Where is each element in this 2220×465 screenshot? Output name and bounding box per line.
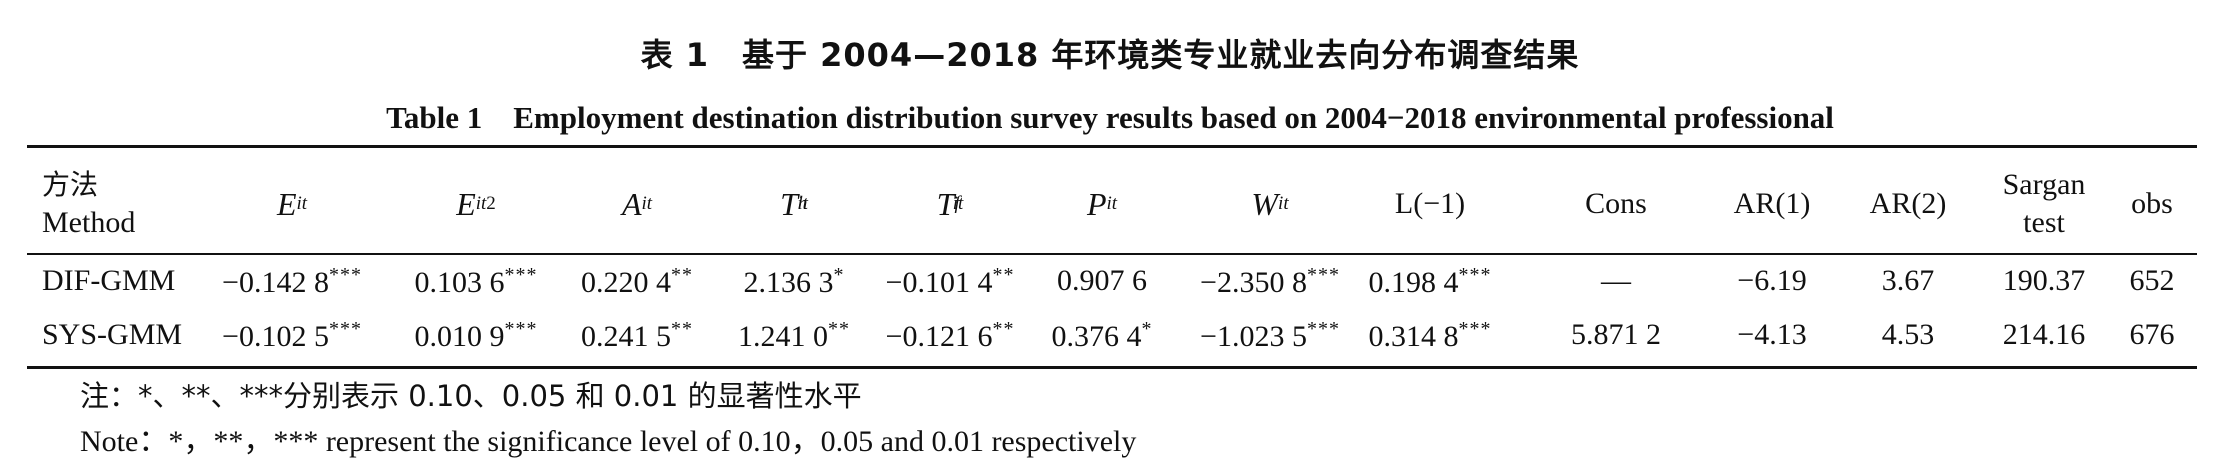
table-cell: −0.121 6** [885,318,1015,353]
table-cell: 0.314 8*** [1368,318,1492,353]
table-cell: −0.142 8*** [222,264,362,299]
table-cell: 652 [2129,264,2175,297]
header-method: 方法 Method [42,166,135,242]
table-cell: −6.19 [1737,264,1807,297]
table-cell: 676 [2129,318,2175,351]
significance-stars: *** [1458,318,1492,340]
significance-stars: *** [1306,264,1340,286]
table-cell: 0.010 9*** [414,318,538,353]
table-note-cn: 注：*、**、***分别表示 0.10、0.05 和 0.01 的显著性水平 [80,379,862,413]
header-col-ar1: AR(1) [1733,187,1811,220]
header-method-cn: 方法 [42,168,99,201]
header-col-lag: L(−1) [1394,187,1466,220]
significance-stars: ** [671,318,693,340]
significance-stars: *** [1306,318,1340,340]
header-rule [27,253,2197,255]
significance-stars: ** [671,264,693,286]
table-cell: 0.220 4** [581,264,693,299]
significance-stars: *** [1458,264,1492,286]
header-col-sargan: Sargan test [2002,168,2086,239]
header-method-en: Method [42,206,136,239]
header-col-obs: obs [2131,187,2173,220]
row-method-label: SYS-GMM [42,318,183,351]
top-rule [27,145,2197,148]
table-cell: −1.023 5*** [1200,318,1340,353]
table-cell: 0.241 5** [581,318,693,353]
header-col-cons: Cons [1585,187,1647,220]
table-cell: 0.103 6*** [414,264,538,299]
table-cell: 4.53 [1881,318,1935,351]
table-cell: 3.67 [1881,264,1935,297]
bottom-rule [27,366,2197,369]
significance-stars: ** [828,318,850,340]
table-cell: −2.350 8*** [1200,264,1340,299]
table-title-cn: 表 1 基于 2004—2018 年环境类专业就业去向分布调查结果 [640,36,1580,74]
row-method-label: DIF-GMM [42,264,176,297]
significance-stars: *** [328,318,362,340]
table-cell: 214.16 [2002,318,2086,351]
significance-stars: *** [328,264,362,286]
table-cell: −4.13 [1737,318,1807,351]
table-cell: 0.376 4* [1051,318,1153,353]
table-cell: −0.101 4** [885,264,1015,299]
table-cell: −0.102 5*** [222,318,362,353]
significance-stars: * [1141,318,1153,340]
table-note-en: Note：*，**，*** represent the significance… [80,425,1137,458]
significance-stars: *** [504,264,538,286]
significance-stars: ** [992,318,1015,340]
header-col-ar2: AR(2) [1869,187,1947,220]
table-cell: 1.241 0** [738,318,850,353]
table-cell: 0.198 4*** [1368,264,1492,299]
table-cell: 0.907 6 [1057,264,1147,297]
significance-stars: * [833,264,845,286]
significance-stars: ** [992,264,1015,286]
significance-stars: *** [504,318,538,340]
table-cell: 2.136 3* [743,264,845,299]
table-cell: 5.871 2 [1571,318,1661,351]
table-title-en: Table 1 Employment destination distribut… [386,100,1834,135]
table-cell: 190.37 [2002,264,2086,297]
table-cell: — [1601,264,1631,297]
